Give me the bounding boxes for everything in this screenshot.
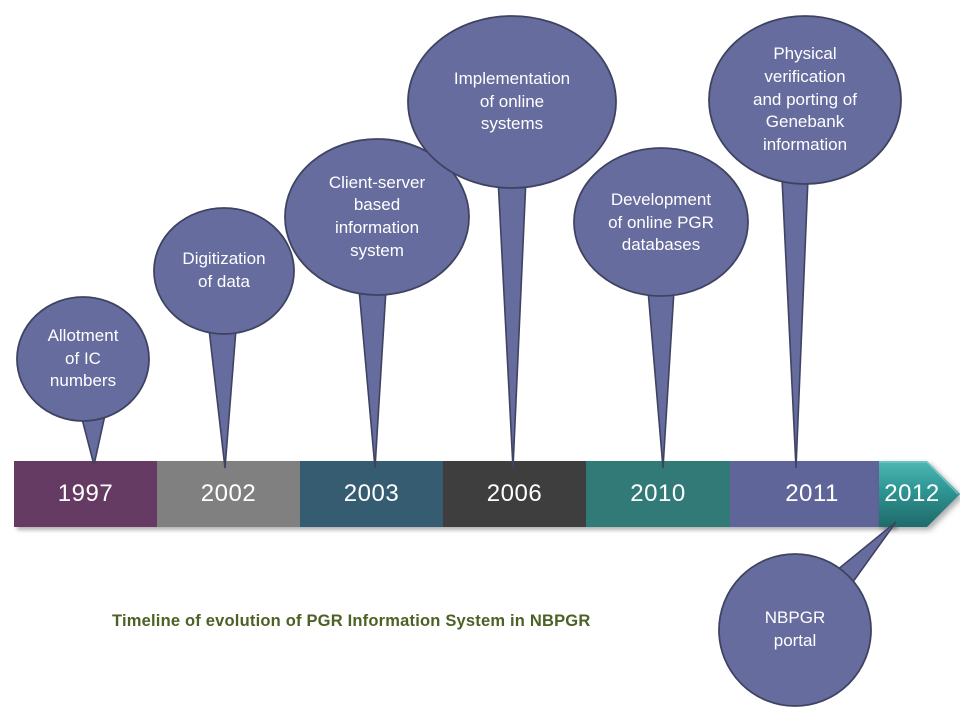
timeline-segment-year: 2006	[486, 480, 543, 507]
callout-2011[interactable]: Physical verification and porting of Gen…	[704, 8, 916, 471]
timeline-segment-year-wrap: 2012	[879, 461, 945, 527]
speech-bubble-icon	[16, 296, 150, 466]
speech-bubble-icon	[284, 138, 470, 469]
timeline-segment-1997[interactable]: 1997	[14, 461, 157, 527]
timeline-segment-year: 2003	[343, 480, 400, 507]
timeline-segment-year: 2002	[200, 480, 257, 507]
speech-bubble-icon	[407, 15, 617, 469]
timeline-segment-year: 1997	[57, 480, 114, 507]
timeline-segment-2006[interactable]: 2006	[443, 461, 586, 527]
arrow-right-icon	[879, 461, 960, 527]
diagram-caption: Timeline of evolution of PGR Information…	[112, 612, 591, 630]
timeline-bar: 1997 2002 2003 2006 2010 2011	[14, 461, 894, 527]
timeline-segment-2003[interactable]: 2003	[300, 461, 443, 527]
timeline-segment-year: 2010	[630, 480, 686, 507]
timeline-segment-2011[interactable]: 2011	[730, 461, 894, 527]
timeline-segment-year: 2012	[884, 480, 940, 507]
timeline-segment-2012[interactable]: 2012	[879, 461, 960, 527]
speech-bubble-icon	[573, 147, 749, 469]
timeline-segment-2010[interactable]: 2010	[586, 461, 730, 527]
callout-2012[interactable]: NBPGR portal	[700, 520, 950, 720]
timeline-segment-year: 2011	[785, 480, 839, 507]
speech-bubble-icon	[708, 15, 902, 469]
speech-bubble-icon	[153, 207, 295, 469]
timeline-segment-2002[interactable]: 2002	[157, 461, 300, 527]
speech-bubble-icon	[718, 521, 897, 707]
